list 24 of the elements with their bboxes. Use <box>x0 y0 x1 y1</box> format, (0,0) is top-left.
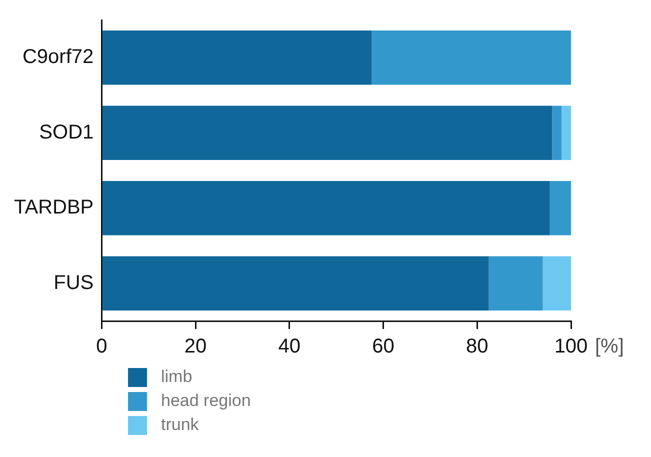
x-tick-label: 0 <box>96 336 108 358</box>
bar <box>542 256 571 310</box>
bar <box>102 181 550 236</box>
bar <box>552 106 562 160</box>
y-tick-label: C9orf72 <box>22 46 94 68</box>
y-tick-label: SOD1 <box>39 121 94 144</box>
bar <box>562 106 571 160</box>
bar <box>488 256 543 310</box>
bar <box>372 30 571 85</box>
legend-label: head region <box>161 391 251 411</box>
bar <box>102 30 372 85</box>
y-tick-label: FUS <box>54 272 94 294</box>
x-tick-label: 20 <box>184 336 207 358</box>
x-tick-label: 100 <box>554 336 588 358</box>
x-tick-label: 80 <box>466 336 488 358</box>
bar <box>102 106 552 160</box>
legend-label: trunk <box>161 415 199 435</box>
bar <box>550 181 571 236</box>
x-axis-title: [%] <box>595 336 624 358</box>
legend-label: limb <box>161 367 192 387</box>
x-tick-label: 40 <box>278 336 301 358</box>
bar <box>102 256 489 310</box>
x-tick-label: 60 <box>372 336 394 358</box>
y-tick-label: TARDBP <box>14 196 94 219</box>
